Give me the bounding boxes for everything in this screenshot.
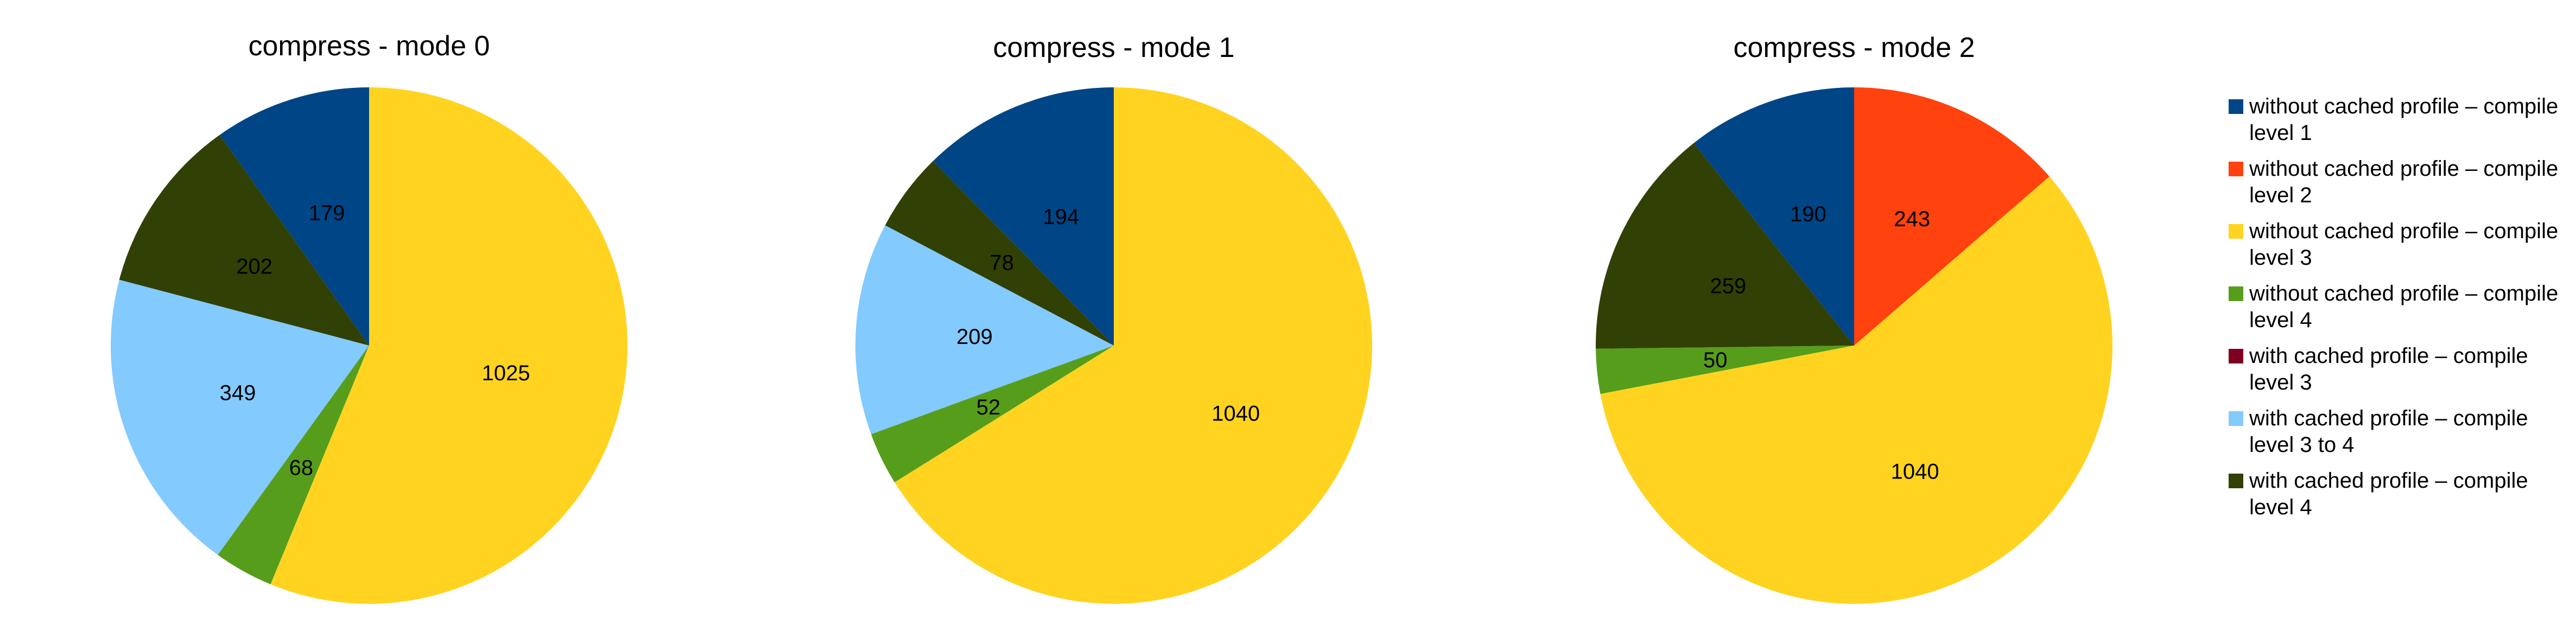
slice-label: 68 — [289, 456, 314, 480]
pie-chart: compress - mode 2 190 259 50 1040 243 — [1596, 32, 2112, 604]
legend-swatch — [2229, 224, 2243, 239]
slice-label: 52 — [976, 395, 1001, 419]
pie-slice — [270, 87, 628, 604]
legend-item: without cached profile – compile level 4 — [2225, 280, 2573, 334]
pie-slice — [219, 87, 369, 346]
chart-title: compress - mode 1 — [993, 32, 1234, 63]
legend-item: without cached profile – compile level 2 — [2225, 156, 2573, 209]
pie-slice — [1596, 346, 1854, 394]
legend-swatch — [2229, 411, 2243, 426]
pie-slice — [111, 279, 369, 555]
slice-label: 1040 — [1891, 460, 1939, 483]
chart-title: compress - mode 2 — [1733, 32, 1975, 63]
legend: without cached profile – compile level 1… — [2225, 93, 2573, 530]
slice-label: 349 — [220, 381, 256, 405]
slice-label: 202 — [236, 255, 272, 279]
slice-label: 190 — [1790, 202, 1826, 226]
legend-label: without cached profile – compile level 2 — [2249, 157, 2559, 207]
legend-item: with cached profile – compile level 3 — [2225, 343, 2573, 396]
slice-label: 78 — [990, 251, 1014, 275]
pie-slice — [855, 225, 1114, 435]
pie-slice — [1596, 143, 1854, 349]
pie-slice — [932, 87, 1114, 346]
slice-label: 1025 — [482, 361, 530, 385]
slice-label: 1040 — [1211, 402, 1260, 426]
pie-slice — [871, 346, 1114, 483]
chart-title: compress - mode 0 — [248, 30, 490, 62]
legend-swatch — [2229, 286, 2243, 301]
legend-item: without cached profile – compile level 1 — [2225, 93, 2573, 146]
legend-swatch — [2229, 99, 2243, 114]
legend-item: with cached profile – compile level 3 to… — [2225, 405, 2573, 458]
legend-swatch — [2229, 162, 2243, 176]
slice-label: 50 — [1703, 348, 1728, 372]
pie-slice — [1693, 87, 1854, 346]
legend-label: with cached profile – compile level 3 to… — [2249, 406, 2528, 457]
slice-label: 209 — [956, 325, 993, 349]
pie-slice — [885, 161, 1114, 346]
legend-label: without cached profile – compile level 3 — [2249, 219, 2559, 270]
legend-label: with cached profile – compile level 3 — [2249, 344, 2528, 394]
pie-slice — [1854, 87, 2050, 346]
legend-item: with cached profile – compile level 4 — [2225, 468, 2573, 521]
legend-swatch — [2229, 349, 2243, 363]
legend-label: with cached profile – compile level 4 — [2249, 469, 2528, 519]
pie-slice — [119, 135, 369, 346]
legend-swatch — [2229, 474, 2243, 488]
pie-chart: compress - mode 0 179 202 349 68 1025 — [111, 30, 628, 604]
slice-label: 243 — [1894, 207, 1930, 231]
legend-label: without cached profile – compile level 4 — [2249, 282, 2559, 332]
pie-slice — [1600, 176, 2112, 604]
slice-label: 259 — [1710, 275, 1747, 298]
slice-label: 179 — [309, 201, 345, 225]
pie-slice — [894, 87, 1373, 604]
slice-label: 194 — [1043, 205, 1080, 229]
legend-label: without cached profile – compile level 1 — [2249, 94, 2559, 145]
pie-chart: compress - mode 1 194 78 209 52 1040 — [855, 32, 1373, 604]
legend-item: without cached profile – compile level 3 — [2225, 218, 2573, 271]
pie-slice — [218, 346, 369, 585]
